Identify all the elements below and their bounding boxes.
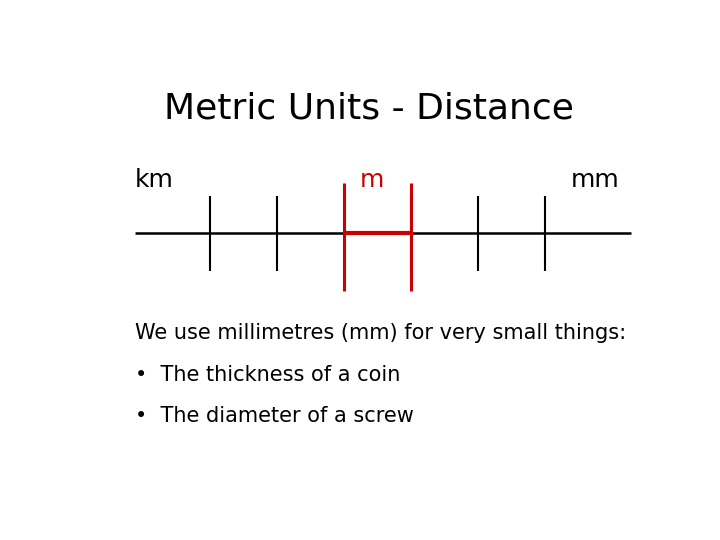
Text: •  The diameter of a screw: • The diameter of a screw — [135, 406, 413, 426]
Text: Metric Units - Distance: Metric Units - Distance — [164, 91, 574, 125]
Text: m: m — [359, 167, 384, 192]
Text: •  The thickness of a coin: • The thickness of a coin — [135, 364, 400, 384]
Text: mm: mm — [571, 167, 619, 192]
Text: We use millimetres (mm) for very small things:: We use millimetres (mm) for very small t… — [135, 323, 626, 343]
Text: km: km — [135, 167, 174, 192]
